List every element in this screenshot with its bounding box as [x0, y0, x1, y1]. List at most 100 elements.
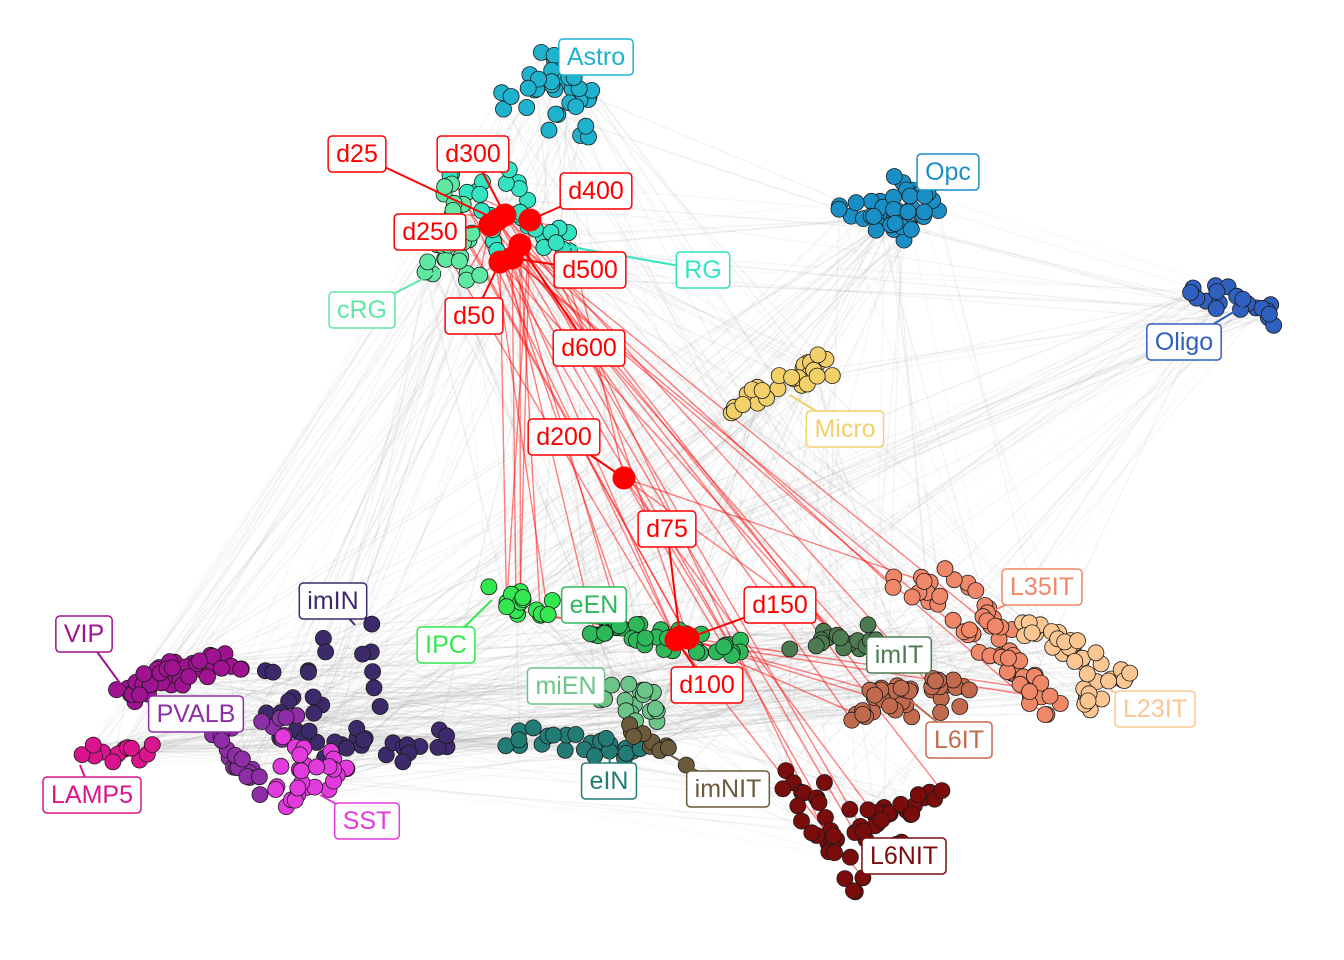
- edge: [328, 261, 429, 790]
- label-box: [55, 615, 113, 653]
- label: d250: [393, 213, 491, 251]
- edge: [579, 99, 928, 593]
- label: d400: [529, 172, 633, 221]
- cell-point: [628, 616, 645, 633]
- label-text: L6NIT: [870, 842, 938, 870]
- time-edge: [499, 261, 838, 636]
- edge: [782, 378, 810, 789]
- cell-point: [497, 174, 515, 192]
- edge: [295, 757, 625, 801]
- cell-point: [213, 659, 230, 677]
- edge: [666, 402, 759, 639]
- cell-point: [884, 579, 902, 596]
- edge: [558, 227, 986, 606]
- label-box: [553, 251, 627, 289]
- cell-point: [300, 722, 318, 740]
- label: IPC: [416, 599, 493, 664]
- cell-point: [781, 640, 799, 658]
- edge: [126, 60, 573, 749]
- label-box: [327, 135, 387, 173]
- cell-point: [961, 621, 978, 639]
- label: Oligo: [1146, 304, 1246, 361]
- edge: [823, 630, 1025, 637]
- label-box: [560, 586, 628, 624]
- label-box: [805, 410, 885, 448]
- cell-point: [253, 713, 271, 730]
- cell-point: [832, 629, 849, 647]
- edge: [231, 689, 881, 729]
- cell-point: [514, 589, 532, 606]
- label: LAMP5: [42, 764, 142, 814]
- label: d75: [637, 510, 697, 638]
- edge: [259, 776, 802, 822]
- edge: [821, 642, 882, 689]
- cell-point: [944, 611, 962, 629]
- cell-point: [873, 811, 890, 829]
- label: imIT: [865, 636, 933, 674]
- edge: [112, 755, 595, 763]
- label-text: L35IT: [1010, 573, 1074, 601]
- edge: [873, 215, 1217, 310]
- cell-point: [841, 801, 859, 818]
- cell-point: [305, 704, 323, 722]
- time-edge: [519, 244, 845, 649]
- edge: [639, 216, 925, 625]
- edge: [298, 286, 1229, 771]
- label-box: [393, 213, 467, 251]
- cell-point: [892, 679, 910, 697]
- cell-point: [885, 200, 903, 218]
- edges: [81, 52, 1274, 858]
- label-text: L23IT: [1123, 695, 1187, 723]
- label-text: SST: [343, 807, 392, 835]
- cell-point: [104, 753, 122, 771]
- edge: [207, 622, 1023, 678]
- cell-point: [1000, 649, 1017, 667]
- label-text: VIP: [64, 620, 104, 648]
- edge: [299, 99, 589, 756]
- edge: [102, 748, 641, 753]
- label: Micro: [789, 394, 885, 448]
- edge: [635, 209, 895, 641]
- label: d300: [436, 135, 510, 216]
- cell-point: [364, 663, 382, 681]
- edge: [452, 209, 934, 686]
- cell-point: [300, 663, 317, 681]
- label-box: [1146, 323, 1222, 361]
- time-edge: [511, 257, 517, 611]
- cell-point: [1100, 672, 1117, 690]
- cell-point: [232, 660, 250, 678]
- cell-point: [547, 105, 565, 123]
- edge: [522, 369, 815, 601]
- time-edge: [550, 232, 689, 639]
- edge: [234, 239, 905, 756]
- cell-point: [250, 768, 268, 786]
- edge: [920, 214, 1085, 689]
- cell-point: [789, 797, 807, 815]
- edge: [891, 217, 928, 593]
- cell-point: [577, 117, 595, 135]
- label: d500: [511, 251, 627, 289]
- edge: [604, 698, 873, 713]
- cell-point: [816, 774, 833, 791]
- cell-point: [859, 801, 877, 819]
- cell-point: [1032, 674, 1050, 692]
- edge: [142, 229, 877, 686]
- cell-point: [354, 645, 372, 663]
- label-box: [675, 251, 731, 289]
- edge: [815, 645, 834, 837]
- cell-point: [543, 592, 561, 609]
- edge: [506, 606, 641, 693]
- cell-point: [845, 882, 862, 900]
- edge: [656, 210, 886, 712]
- time-edge: [519, 219, 531, 592]
- edge: [131, 309, 1268, 749]
- label-box: [743, 586, 817, 624]
- cell-point: [438, 727, 456, 745]
- edge: [906, 189, 1229, 288]
- label-box: [333, 802, 401, 840]
- cell-point: [636, 681, 654, 699]
- edge: [604, 295, 1238, 700]
- cell-point: [951, 698, 969, 715]
- edge: [237, 89, 556, 768]
